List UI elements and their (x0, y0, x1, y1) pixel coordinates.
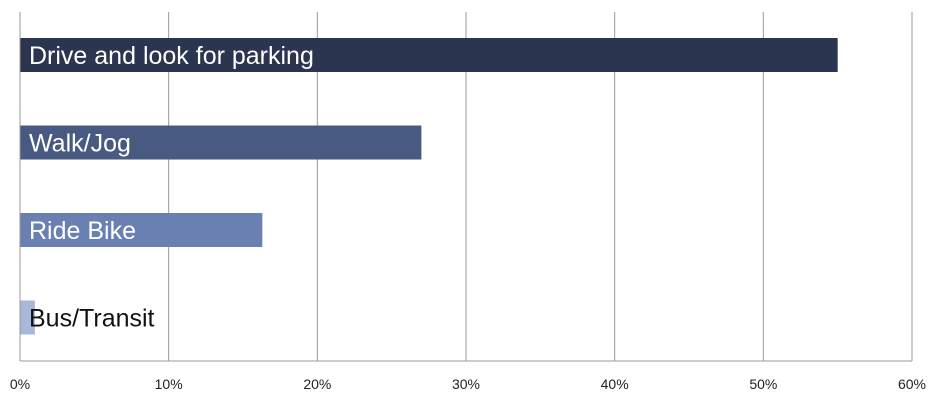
x-tick-label: 50% (749, 376, 777, 392)
bar-label: Bus/Transit (29, 305, 155, 333)
bar-1 (20, 125, 422, 160)
x-tick-label: 40% (601, 376, 629, 392)
x-tick-label: 10% (155, 376, 183, 392)
x-tick-label: 60% (898, 376, 926, 392)
x-tick-label: 20% (303, 376, 331, 392)
bar-label: Walk/Jog (29, 130, 131, 158)
bar-label: Drive and look for parking (29, 42, 314, 70)
bar-0 (20, 38, 838, 72)
axis-layer: 0% 10% 20% 30% 40% 50% 60% (10, 12, 926, 392)
bar-2 (20, 213, 263, 247)
bar-label: Ride Bike (29, 217, 136, 245)
bar-layer: Drive and look for parking Walk/Jog Ride B… (20, 38, 838, 335)
x-tick-label: 0% (10, 376, 30, 392)
x-tick-label: 30% (452, 376, 480, 392)
bar-3 (20, 300, 35, 335)
